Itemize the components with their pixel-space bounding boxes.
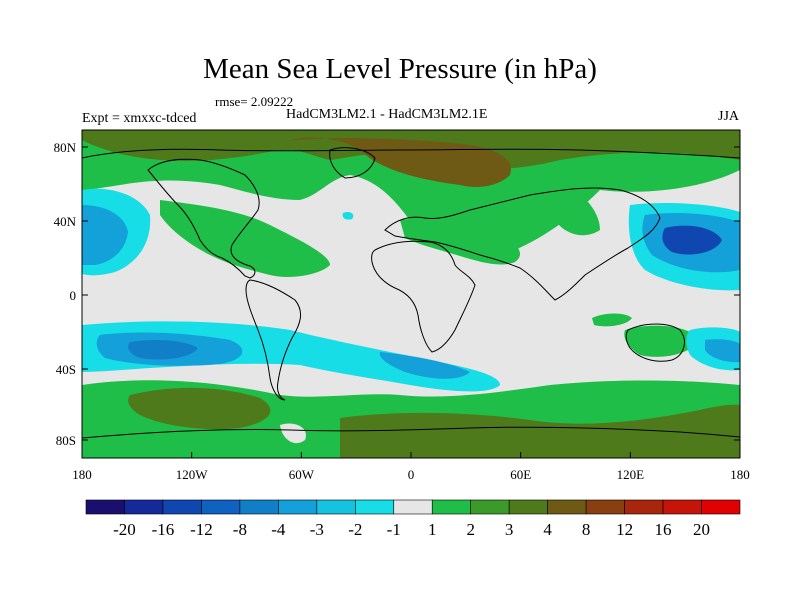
colorbar-swatch xyxy=(701,499,741,515)
colorbar-label: -3 xyxy=(310,520,324,539)
north-green-region xyxy=(82,130,740,258)
colorbar-label: 1 xyxy=(428,520,437,539)
south-atlantic-low-mid xyxy=(379,352,470,379)
colorbar-label: 16 xyxy=(655,520,672,539)
colorbar-label: 2 xyxy=(466,520,475,539)
eurasia-outline xyxy=(384,187,661,301)
north-africa-green-patch xyxy=(400,218,520,265)
coastlines xyxy=(82,147,740,439)
australia-outline xyxy=(625,323,685,362)
colorbar-swatch xyxy=(508,499,548,515)
asia-green-patch xyxy=(551,180,600,236)
rmse-label: rmse= 2.09222 xyxy=(215,94,294,109)
antarctica-outline xyxy=(82,426,740,439)
north-pacific-west-low-core xyxy=(82,205,128,265)
colorbar-swatch xyxy=(316,499,356,515)
season-label: JJA xyxy=(718,109,740,124)
lon-label: 180 xyxy=(730,467,750,482)
pressure-field xyxy=(82,130,740,458)
colorbar-swatch xyxy=(124,499,164,515)
colorbar-label: 4 xyxy=(543,520,552,539)
colorbar-swatch xyxy=(201,499,241,515)
lon-label: 180 xyxy=(72,467,92,482)
colorbar-swatch xyxy=(278,499,318,515)
colorbar-label: -16 xyxy=(152,520,175,539)
lat-label: 40N xyxy=(54,214,77,229)
north-pacific-east-low-core xyxy=(662,225,722,255)
south-pacific-olive-lobe xyxy=(128,387,271,430)
colorbar-swatch xyxy=(585,499,625,515)
south-pacific-low-core xyxy=(128,340,198,360)
indian-ocean-green-patch xyxy=(592,313,632,327)
colorbar-label: -8 xyxy=(233,520,247,539)
colorbar-swatch xyxy=(354,499,395,515)
colorbar-swatch xyxy=(239,499,279,515)
north-atlantic-green-patch xyxy=(160,200,330,277)
africa-outline xyxy=(371,240,476,353)
antarctic-peninsula-neutral-patch xyxy=(280,423,306,444)
greenland-outline xyxy=(329,147,376,179)
colorbar-swatch xyxy=(662,499,702,515)
east-southern-ocean-low-core xyxy=(705,339,740,363)
colorbar-swatch xyxy=(547,499,587,515)
colorbar-labels: -20 -16 -12 -8 -4 -3 -2 -1 1 2 3 4 8 12 16 20 xyxy=(113,520,710,539)
lon-label: 120E xyxy=(617,467,645,482)
lon-label: 120W xyxy=(176,467,209,482)
colorbar-swatch xyxy=(393,499,433,515)
arctic-coast-outline xyxy=(82,148,740,159)
experiment-id-label: Expt = xmxxc-tdced xyxy=(82,111,197,126)
colorbar xyxy=(85,499,741,515)
colorbar-label: -12 xyxy=(190,520,213,539)
colorbar-label: -20 xyxy=(113,520,136,539)
colorbar-swatch xyxy=(431,499,472,515)
latitude-axis: 80N 40N 0 40S 80S xyxy=(54,140,740,448)
colorbar-label: 3 xyxy=(505,520,514,539)
colorbar-label: 8 xyxy=(582,520,591,539)
colorbar-label: -2 xyxy=(348,520,362,539)
colorbar-swatch xyxy=(624,499,664,515)
colorbar-swatch xyxy=(85,499,125,515)
model-comparison-label: HadCM3LM2.1 - HadCM3LM2.1E xyxy=(286,107,488,122)
colorbar-label: 20 xyxy=(693,520,710,539)
atlantic-small-low xyxy=(342,211,354,220)
lat-label: 80N xyxy=(54,140,77,155)
colorbar-label: 12 xyxy=(616,520,633,539)
south-america-outline xyxy=(245,279,302,401)
colorbar-label: -1 xyxy=(387,520,401,539)
south-olive-band xyxy=(340,404,740,458)
colorbar-label: -4 xyxy=(271,520,286,539)
longitude-axis: 180 120W 60W 0 60E 120E 180 xyxy=(72,452,750,482)
lat-label: 0 xyxy=(70,288,77,303)
lon-label: 0 xyxy=(408,467,415,482)
north-america-outline xyxy=(147,158,260,279)
colorbar-swatch xyxy=(470,499,510,515)
lon-label: 60E xyxy=(510,467,531,482)
lon-label: 60W xyxy=(289,467,315,482)
lat-label: 40S xyxy=(56,362,76,377)
australia-green-patch xyxy=(624,325,700,357)
chart-title: Mean Sea Level Pressure (in hPa) xyxy=(203,53,597,85)
lat-label: 80S xyxy=(56,433,76,448)
colorbar-swatch xyxy=(162,499,202,515)
